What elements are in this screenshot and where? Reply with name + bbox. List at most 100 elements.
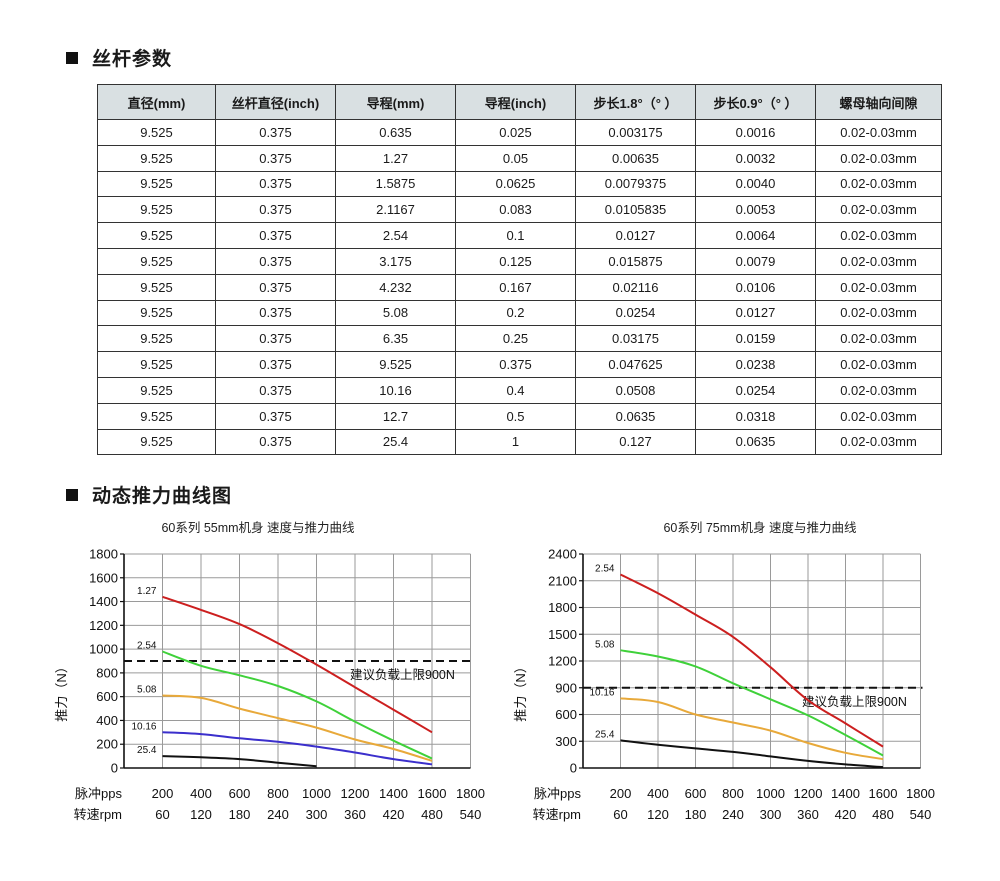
series-label: 10.16	[131, 721, 156, 732]
table-cell: 0.375	[215, 196, 336, 224]
x-tick-label: 120	[190, 807, 212, 822]
x-tick-label: 1400	[831, 786, 860, 801]
table-row: 9.525 0.375 12.7 0.5 0.0635 0.0318 0.02-0.03mm	[97, 402, 942, 430]
table-cell: 9.525	[97, 196, 216, 224]
table-cell: 0.0127	[695, 299, 816, 327]
table-cell: 9.525	[97, 222, 216, 249]
column-header: 步长0.9°（° ）	[695, 84, 816, 120]
table-cell: 0.02-0.03mm	[815, 119, 942, 146]
chart-title: 60系列 55mm机身 速度与推力曲线	[161, 520, 355, 535]
series-label: 1.27	[137, 586, 157, 597]
table-cell: 0.047625	[575, 351, 696, 378]
table-cell: 1.27	[335, 144, 456, 172]
y-axis-label: 推力（N）	[513, 660, 528, 721]
x-tick-label: 300	[760, 807, 782, 822]
square-bullet-icon	[66, 488, 78, 501]
table-row: 9.525 0.375 6.35 0.25 0.03175 0.0159 0.02-0.03…	[97, 325, 942, 353]
table-cell: 0.02-0.03mm	[815, 273, 942, 301]
table-cell: 3.175	[335, 247, 456, 275]
table-cell: 0.02-0.03mm	[815, 325, 942, 353]
table-cell: 0.375	[215, 325, 336, 353]
section-title-text: 动态推力曲线图	[92, 485, 233, 507]
x-tick-label: 1200	[341, 786, 370, 801]
x-tick-label: 1200	[794, 786, 823, 801]
x-tick-label: 1600	[418, 786, 447, 801]
y-tick-label: 400	[96, 713, 118, 728]
y-tick-label: 1200	[548, 654, 577, 669]
table-cell: 0.0106	[695, 273, 816, 301]
section-title-text: 丝杆参数	[92, 48, 173, 70]
section-title-thrust-curves: 动态推力曲线图	[66, 481, 232, 508]
table-cell: 0.03175	[575, 325, 696, 353]
table-cell: 0.02-0.03mm	[815, 402, 942, 430]
table-cell: 9.525	[97, 119, 216, 146]
table-row: 9.525 0.375 4.232 0.167 0.02116 0.0106 0.02-0.…	[97, 273, 942, 301]
section-title-screw-params: 丝杆参数	[66, 44, 172, 71]
table-cell: 5.08	[335, 299, 456, 327]
x-tick-label: 1000	[302, 786, 331, 801]
y-tick-label: 1600	[89, 570, 118, 585]
column-header: 导程(mm)	[335, 84, 456, 120]
table-cell: 0.025	[455, 119, 576, 146]
table-cell: 0.0238	[695, 351, 816, 378]
column-header: 直径(mm)	[97, 84, 216, 120]
x-tick-label: 800	[267, 786, 289, 801]
table-cell: 1.5875	[335, 170, 456, 198]
table-cell: 9.525	[97, 247, 216, 275]
x-row-label: 脉冲pps	[534, 786, 581, 801]
table-cell: 9.525	[97, 325, 216, 353]
table-cell: 1	[455, 428, 576, 456]
table-body: 9.525 0.375 0.635 0.025 0.003175 0.0016 0.02-0…	[97, 119, 942, 456]
series-label: 2.54	[137, 641, 157, 652]
table-cell: 0.02-0.03mm	[815, 170, 942, 198]
table-cell: 10.16	[335, 376, 456, 404]
table-row: 9.525 0.375 10.16 0.4 0.0508 0.0254 0.02-0.03m…	[97, 376, 942, 404]
reference-line-label: 建议负载上限900N	[802, 695, 907, 709]
table-cell: 0.2	[455, 299, 576, 327]
x-tick-label: 1400	[379, 786, 408, 801]
table-cell: 12.7	[335, 402, 456, 430]
table-cell: 0.0064	[695, 222, 816, 249]
table-cell: 0.0635	[575, 402, 696, 430]
x-tick-label: 800	[722, 786, 744, 801]
x-row-label: 脉冲pps	[75, 786, 122, 801]
table-cell: 25.4	[335, 428, 456, 456]
x-row-label: 转速rpm	[74, 807, 122, 822]
x-tick-label: 400	[190, 786, 212, 801]
series-line-2-54	[620, 573, 884, 748]
column-header: 步长1.8°（° ）	[575, 84, 696, 120]
table-cell: 0.0159	[695, 325, 816, 353]
series-label: 5.08	[137, 685, 157, 696]
table-cell: 9.525	[97, 376, 216, 404]
reference-line-label: 建议负载上限900N	[350, 668, 455, 682]
x-tick-label: 240	[722, 807, 744, 822]
table-cell: 0.1	[455, 222, 576, 249]
table-cell: 0.0635	[695, 428, 816, 456]
series-label: 10.16	[589, 687, 614, 698]
table-cell: 0.0105835	[575, 196, 696, 224]
x-tick-label: 540	[910, 807, 932, 822]
table-cell: 0.003175	[575, 119, 696, 146]
grid	[124, 553, 471, 769]
x-tick-label: 200	[152, 786, 174, 801]
table-cell: 0.375	[455, 351, 576, 378]
table-cell: 0.0508	[575, 376, 696, 404]
table-cell: 0.4	[455, 376, 576, 404]
table-cell: 0.375	[215, 247, 336, 275]
table-cell: 0.5	[455, 402, 576, 430]
y-tick-label: 800	[96, 665, 118, 680]
x-tick-label: 420	[383, 807, 405, 822]
table-cell: 0.0625	[455, 170, 576, 198]
y-tick-label: 0	[570, 761, 577, 776]
series-line-5-08	[162, 694, 433, 762]
table-cell: 0.0318	[695, 402, 816, 430]
x-tick-label: 1800	[906, 786, 935, 801]
table-cell: 0.635	[335, 119, 456, 146]
table-cell: 0.02-0.03mm	[815, 144, 942, 172]
table-cell: 9.525	[97, 273, 216, 301]
table-cell: 0.02-0.03mm	[815, 351, 942, 378]
column-header: 导程(inch)	[455, 84, 576, 120]
table-cell: 9.525	[97, 428, 216, 456]
table-cell: 0.25	[455, 325, 576, 353]
thrust-chart-75mm: 60系列 75mm机身 速度与推力曲线 0 300 600 900 1200 1500 180…	[510, 510, 960, 830]
